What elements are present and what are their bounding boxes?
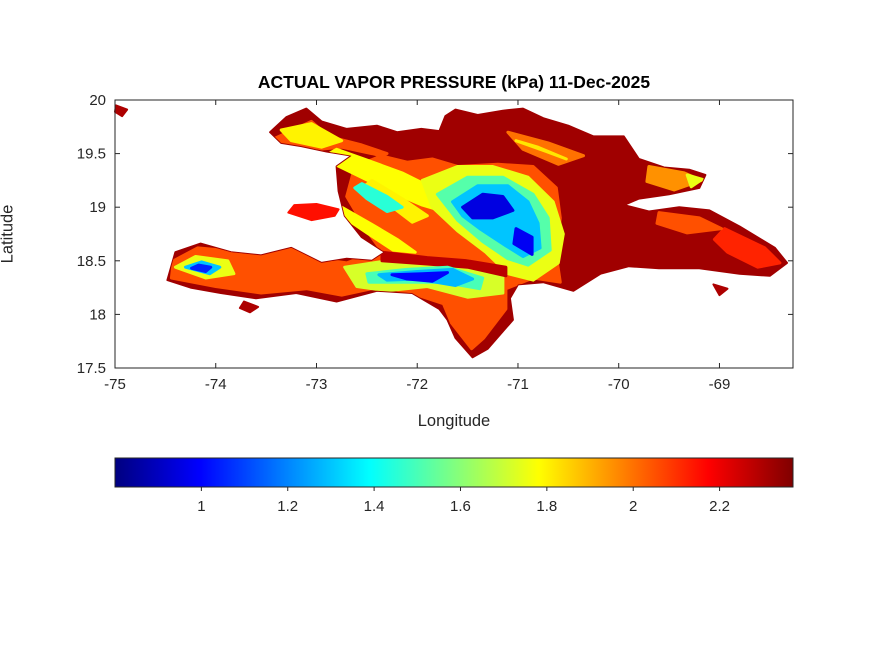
map-layer-gonave-island	[287, 203, 340, 222]
y-tick-label: 18	[89, 306, 106, 323]
colorbar	[114, 457, 794, 488]
map-layer-enriquillo-valley-hot	[380, 250, 508, 278]
x-tick-label: -71	[507, 376, 529, 393]
colorbar-tick-label: 1	[197, 498, 205, 515]
colorbar-tick-label: 1.2	[277, 498, 298, 515]
map-layers-bands	[169, 119, 782, 351]
map-layer-central-blue-nw	[461, 192, 515, 220]
x-tick-label: -73	[306, 376, 328, 393]
y-tick-label: 17.5	[77, 360, 106, 377]
map-layer-hotte-blue	[190, 263, 213, 273]
map-layer-cordillera-oriental-orange	[655, 211, 723, 235]
map-layer-matheux-yellow	[340, 205, 417, 254]
x-tick-label: -70	[608, 376, 630, 393]
map-layer-bahoruco-blue	[390, 271, 449, 283]
map-layer-septentrional-yellow	[514, 139, 568, 161]
map-layer-ile-a-vache	[238, 300, 260, 314]
map-layer-east-tip-warm	[712, 227, 782, 269]
colorbar-tick-label: 2.2	[709, 498, 730, 515]
colorbar-tick-label: 1.8	[536, 498, 557, 515]
y-tick-label: 19	[89, 199, 106, 216]
colorbar-tick-label: 2	[629, 498, 637, 515]
y-tick-label: 18.5	[77, 253, 106, 270]
axes-box	[114, 99, 794, 369]
colorbar-tick-label: 1.4	[364, 498, 385, 515]
y-tick-label: 19.5	[77, 146, 106, 163]
map-layer-samana-orange	[645, 165, 703, 192]
map-layer-septentrional-orange	[506, 130, 585, 166]
map-layer-samana-yellow	[685, 173, 704, 189]
map-layer-nw-peninsula-yellow	[279, 122, 344, 149]
x-tick-label: -75	[104, 376, 126, 393]
plot-title: ACTUAL VAPOR PRESSURE (kPa) 11-Dec-2025	[257, 72, 651, 92]
map-layer-nord-green	[353, 182, 404, 213]
y-tick-label: 20	[89, 92, 106, 109]
map-layer-central-blue-se	[512, 227, 534, 256]
colorbar-tick-label: 1.6	[450, 498, 471, 515]
map-layer-isla-saona	[712, 283, 729, 297]
x-axis-label: Longitude	[417, 412, 491, 430]
map-layer-islet-northwest	[114, 104, 129, 118]
x-tick-label: -69	[709, 376, 731, 393]
x-tick-label: -72	[406, 376, 428, 393]
x-tick-label: -74	[205, 376, 227, 393]
